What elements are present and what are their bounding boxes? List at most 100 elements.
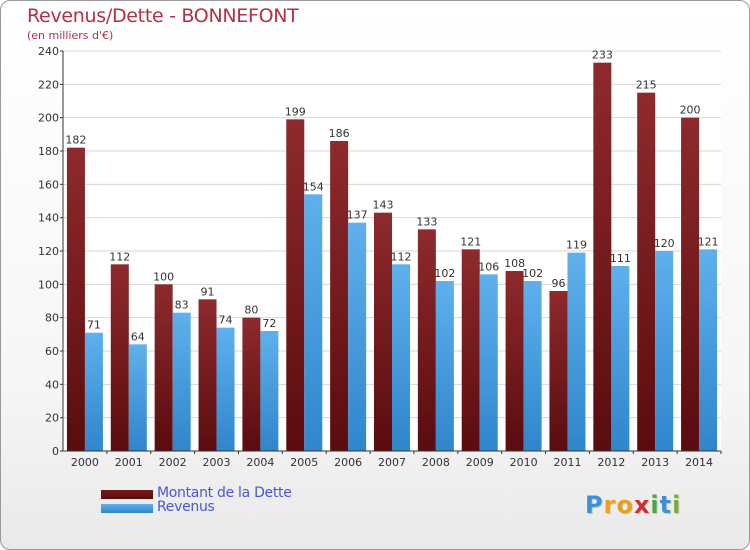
data-label-debt: 91 [201,285,215,298]
data-label-debt: 121 [460,235,481,248]
y-tick-label: 20 [45,412,59,425]
legend-label-revenus: Revenus [157,499,215,515]
x-tick-label: 2013 [641,456,669,469]
x-tick-label: 2002 [159,456,187,469]
bar-revenus [304,194,323,452]
y-tick-label: 40 [45,378,59,391]
bar-debt [286,119,305,451]
bar-debt [505,271,524,451]
axis-layer: 0 20 40 60 80 100 120 140 160 180 200 220 240 2000 200… [38,45,722,469]
bars-layer [66,62,718,452]
bar-debt [593,62,612,452]
data-label-revenus: 64 [131,330,145,343]
x-tick-label: 2006 [334,456,362,469]
data-label-revenus: 72 [262,317,276,330]
data-label-debt: 100 [153,270,174,283]
data-label-debt: 108 [504,257,525,270]
x-tick-label: 2007 [378,456,406,469]
chart-title: Revenus/Dette - BONNEFONT [27,5,299,27]
x-tick-label: 2011 [553,456,581,469]
x-tick-label: 2003 [203,456,231,469]
logo-letter: o [616,491,634,519]
bar-debt [374,212,392,451]
bar-revenus [392,264,410,451]
legend-label-debt: Montant de la Dette [157,485,292,501]
data-label-debt: 143 [373,199,394,212]
logo-letter: i [650,491,660,519]
bar-debt [242,317,261,451]
x-tick-label: 2012 [597,456,625,469]
data-label-revenus: 121 [698,235,719,248]
y-tick-label: 140 [38,212,59,225]
data-label-revenus: 74 [219,314,233,327]
x-tick-label: 2005 [290,456,318,469]
bar-revenus [128,344,147,451]
logo-letter: t [659,491,673,519]
logo-letter: i [672,491,682,519]
data-label-revenus: 71 [87,319,101,332]
bar-revenus [84,332,103,451]
bar-debt [154,284,173,451]
logo-letter: r [603,491,617,519]
bar-debt [681,117,700,452]
x-tick-label: 2009 [466,456,494,469]
labels-layer: 182 71 112 64 100 83 91 74 80 72 199 154 186 137 143 11… [65,49,718,344]
bar-revenus [348,222,367,451]
bar-revenus [523,281,542,451]
data-label-debt: 215 [636,79,657,92]
y-tick-label: 200 [38,112,59,125]
data-label-revenus: 154 [303,180,324,193]
data-label-revenus: 120 [654,237,675,250]
y-tick-label: 240 [38,45,59,58]
data-label-debt: 200 [680,104,701,117]
data-label-revenus: 83 [175,299,189,312]
bar-revenus [216,327,235,451]
data-label-revenus: 106 [478,260,499,273]
data-label-debt: 80 [244,304,258,317]
y-tick-label: 180 [38,145,59,158]
data-label-revenus: 102 [434,267,455,280]
data-label-debt: 186 [329,127,350,140]
bar-revenus [479,274,498,451]
bar-debt [330,141,349,451]
y-tick-label: 0 [52,445,59,458]
bar-revenus [567,252,586,451]
bar-debt [110,264,129,451]
bar-revenus [435,281,454,451]
x-tick-label: 2008 [422,456,450,469]
bar-revenus [172,312,191,451]
bar-revenus [655,251,674,451]
logo-letter: P [585,491,604,519]
data-label-debt: 199 [285,105,306,118]
data-label-debt: 112 [109,250,130,263]
x-tick-label: 2010 [510,456,538,469]
data-label-revenus: 137 [347,209,368,222]
bar-debt [66,147,85,451]
data-label-revenus: 102 [522,267,543,280]
y-tick-label: 80 [45,312,59,325]
legend-swatch-revenus [101,504,153,513]
x-tick-label: 2014 [685,456,713,469]
bar-debt [461,249,480,451]
logo-letter: x [633,491,651,519]
bar-debt [198,299,217,451]
y-tick-label: 160 [38,178,59,191]
data-label-debt: 133 [416,215,437,228]
bar-debt [549,291,568,451]
y-tick-label: 120 [38,245,59,258]
x-tick-label: 2001 [115,456,143,469]
bar-revenus [699,249,718,451]
bar-debt [637,92,656,452]
data-label-debt: 233 [592,49,613,62]
chart-subtitle: (en milliers d'€) [27,29,114,42]
y-tick-label: 220 [38,78,59,91]
legend-swatch-debt [101,490,153,499]
data-label-debt: 182 [65,134,86,147]
x-tick-label: 2004 [246,456,274,469]
y-tick-label: 100 [38,278,59,291]
y-tick-label: 60 [45,345,59,358]
bar-revenus [611,266,630,451]
proxiti-logo: Proxiti [585,491,681,519]
